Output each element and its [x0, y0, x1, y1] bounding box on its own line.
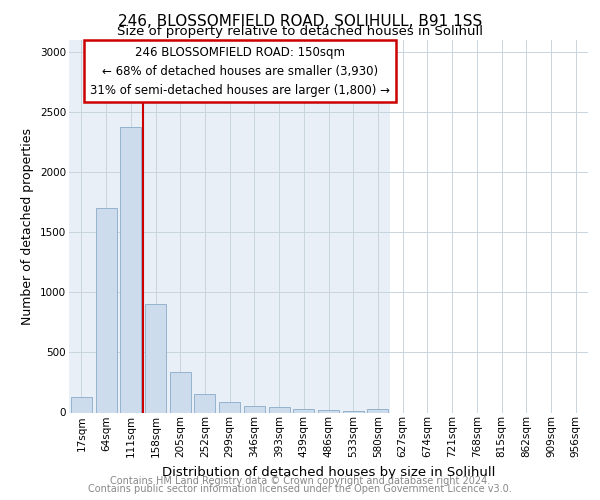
Bar: [194, 394, 215, 412]
Bar: [145, 304, 166, 412]
Bar: [318, 410, 339, 412]
Bar: [219, 402, 240, 412]
Bar: [120, 126, 141, 412]
Text: Size of property relative to detached houses in Solihull: Size of property relative to detached ho…: [117, 25, 483, 38]
X-axis label: Distribution of detached houses by size in Solihull: Distribution of detached houses by size …: [162, 466, 495, 478]
Bar: [367, 409, 388, 412]
Text: Contains public sector information licensed under the Open Government Licence v3: Contains public sector information licen…: [88, 484, 512, 494]
Bar: [269, 407, 290, 412]
Bar: [244, 406, 265, 412]
Bar: [95, 208, 116, 412]
Text: 246 BLOSSOMFIELD ROAD: 150sqm
← 68% of detached houses are smaller (3,930)
31% o: 246 BLOSSOMFIELD ROAD: 150sqm ← 68% of d…: [90, 46, 390, 96]
Bar: [170, 372, 191, 412]
Bar: [69, 40, 390, 412]
Text: 246, BLOSSOMFIELD ROAD, SOLIHULL, B91 1SS: 246, BLOSSOMFIELD ROAD, SOLIHULL, B91 1S…: [118, 14, 482, 29]
Bar: [293, 409, 314, 412]
Y-axis label: Number of detached properties: Number of detached properties: [22, 128, 34, 325]
Bar: [343, 410, 364, 412]
Bar: [71, 397, 92, 412]
Text: Contains HM Land Registry data © Crown copyright and database right 2024.: Contains HM Land Registry data © Crown c…: [110, 476, 490, 486]
